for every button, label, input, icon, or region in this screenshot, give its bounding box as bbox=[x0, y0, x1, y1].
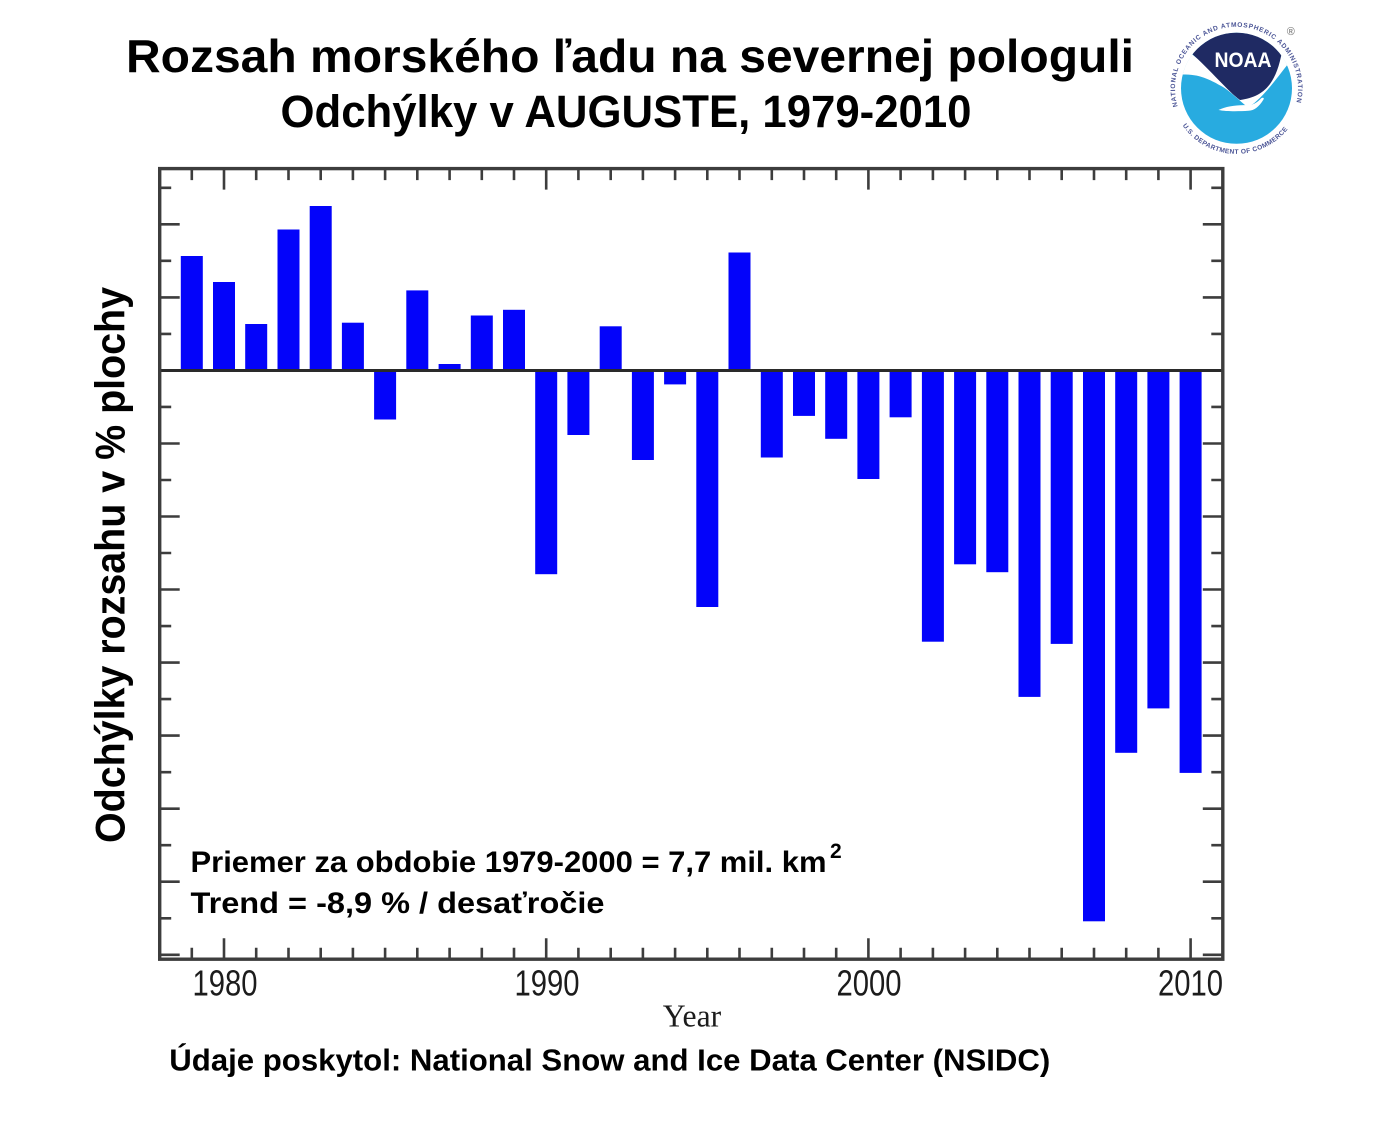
svg-text:2000: 2000 bbox=[837, 963, 902, 1004]
svg-text:NOAA: NOAA bbox=[1215, 48, 1272, 72]
svg-text:Rozsah morského ľadu na severn: Rozsah morského ľadu na severnej pologul… bbox=[126, 30, 1134, 82]
svg-text:1990: 1990 bbox=[515, 963, 580, 1004]
svg-text:Priemer za obdobie 1979-2000 =: Priemer za obdobie 1979-2000 = 7,7 mil. … bbox=[191, 846, 827, 879]
svg-text:2010: 2010 bbox=[1158, 963, 1223, 1004]
svg-text:Odchýlky v AUGUSTE, 1979-2010: Odchýlky v AUGUSTE, 1979-2010 bbox=[281, 86, 972, 137]
svg-text:®: ® bbox=[1287, 26, 1295, 38]
svg-text:Trend = -8,9 % / desaťročie: Trend = -8,9 % / desaťročie bbox=[191, 887, 605, 920]
svg-text:Odchýlky rozsahu v % plochy: Odchýlky rozsahu v % plochy bbox=[87, 286, 134, 843]
svg-text:2: 2 bbox=[830, 840, 842, 863]
svg-text:Údaje poskytol: National Snow: Údaje poskytol: National Snow and Ice Da… bbox=[169, 1042, 1050, 1078]
svg-text:1980: 1980 bbox=[193, 963, 258, 1004]
svg-text:Year: Year bbox=[663, 997, 722, 1033]
